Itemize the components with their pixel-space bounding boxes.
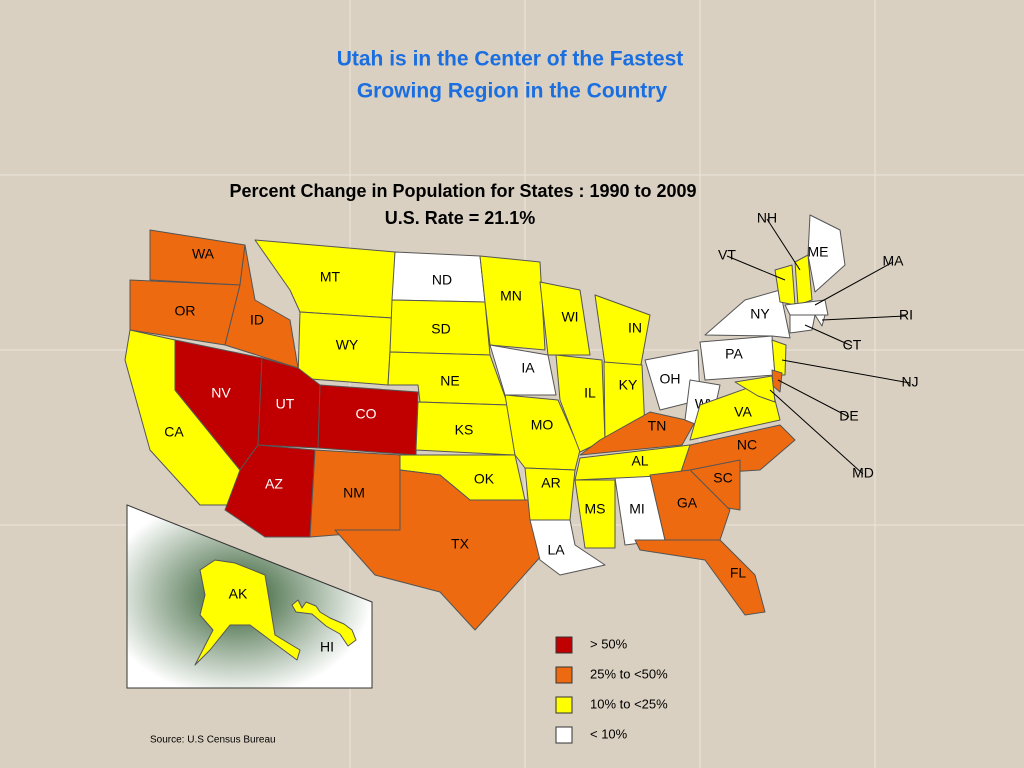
state-label: FL [730,565,747,581]
state [789,314,816,334]
state-label: MS [585,501,606,517]
leader-line [821,315,907,321]
legend-swatch [555,666,573,684]
state-label: MD [852,465,874,481]
state [794,254,813,306]
state-label: MT [320,269,341,285]
legend-swatch [555,696,573,714]
legend-label: 10% to <25% [590,696,668,711]
state [704,289,791,339]
state-label: OR [175,303,196,319]
state-label: VA [734,404,752,420]
legend-swatch [555,636,573,654]
state-label: MN [500,288,522,304]
state-label: GA [677,495,698,511]
state-label: PA [725,346,743,362]
state-label: TX [451,536,470,552]
state-label: IN [628,320,642,336]
leader-line [766,218,801,271]
state [771,339,787,376]
state [529,519,606,576]
state [334,469,543,631]
state-label: WY [336,337,359,353]
state-label: NC [737,437,757,453]
legend-label: > 50% [590,636,628,651]
state-label: CT [843,337,862,353]
state-label: KS [455,422,474,438]
state-label: NM [343,485,365,501]
legend: > 50% 25% to <50% 10% to <25% < 10% [555,636,668,744]
state-label: SC [713,470,732,486]
state-label: OK [474,471,495,487]
state-label: NY [750,306,770,322]
state-label: KY [619,377,638,393]
state [649,469,731,541]
title: Growing Region in the Country [357,80,668,103]
state-label: MI [629,501,645,517]
state-label: WA [192,246,215,262]
state-label: MO [531,417,554,433]
state [539,281,591,356]
state-label: SD [431,321,450,337]
state-label: AR [541,475,560,491]
leader-line [777,379,850,418]
state [489,344,557,396]
state-label: WI [561,309,578,325]
state [734,375,776,403]
state-label: NV [211,385,231,401]
state-label: CA [164,424,184,440]
state-label: NH [757,210,777,226]
leader-line [804,324,853,347]
title: Utah is in the Center of the Fastest [337,48,684,71]
state-label: TN [648,418,667,434]
state-label: AL [631,453,648,469]
leader-line [814,261,894,306]
state-label: HI [320,639,334,655]
state-label: LA [547,542,565,558]
state [574,479,616,549]
state [807,214,846,293]
leader-line [726,255,786,281]
state-label: NE [440,373,459,389]
state-label: AZ [265,476,283,492]
state-label: VT [718,247,736,263]
state [679,424,796,476]
state-label: ND [432,272,452,288]
legend-swatch [555,726,573,744]
state-label: IL [584,385,596,401]
state [634,539,766,616]
state-label: MA [883,253,905,269]
state [814,314,826,327]
leader-line [781,359,911,384]
state [291,599,357,647]
source: Source: U.S Census Bureau [150,735,276,746]
state-label: IA [521,360,535,376]
state [479,255,546,351]
map-title: Percent Change in Population for States … [229,181,696,201]
state-label: ID [250,312,264,328]
state-label: OH [660,371,681,387]
state-label: ME [808,244,829,260]
state-label: CO [356,406,377,422]
map-subtitle: U.S. Rate = 21.1% [385,208,536,228]
state-label: UT [276,396,295,412]
leader-line [769,389,864,475]
map: WA OR CA ID NV MT WY UT AZ CO NM ND SD NE KS OK TX MN IA MO… [124,210,919,666]
state-label: RI [899,307,913,323]
state-label: DE [839,408,858,424]
state [194,559,301,666]
state [579,411,696,456]
state-label: AK [229,586,248,602]
legend-label: 25% to <50% [590,666,668,681]
legend-label: < 10% [590,726,628,741]
state-label: NJ [901,374,918,390]
